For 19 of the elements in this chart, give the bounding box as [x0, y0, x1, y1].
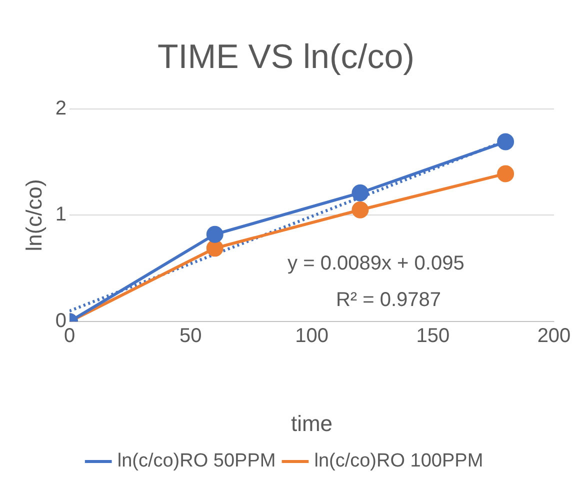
legend-label: ln(c/co)RO 50PPM [117, 450, 276, 472]
annotation: y = 0.0089x + 0.095 [288, 252, 464, 275]
point [206, 226, 224, 243]
y-tick-label: 1 [55, 204, 67, 226]
chart-title: TIME VS ln(c/co) [158, 38, 414, 76]
point [497, 133, 514, 150]
x-tick-label: 200 [537, 325, 571, 348]
point [352, 201, 369, 218]
x-tick-label: 100 [295, 325, 328, 348]
x-tick-label: 150 [416, 325, 450, 348]
point [497, 165, 514, 182]
annotation: R² = 0.9787 [336, 288, 442, 311]
x-axis-title: time [290, 410, 333, 436]
legend-label: ln(c/co)RO 100PPM [314, 450, 484, 472]
point [352, 184, 369, 202]
x-tick-label: 50 [180, 325, 202, 348]
y-axis-title: ln(c/co) [21, 179, 46, 252]
point [206, 240, 224, 257]
y-tick-label: 2 [55, 97, 67, 120]
